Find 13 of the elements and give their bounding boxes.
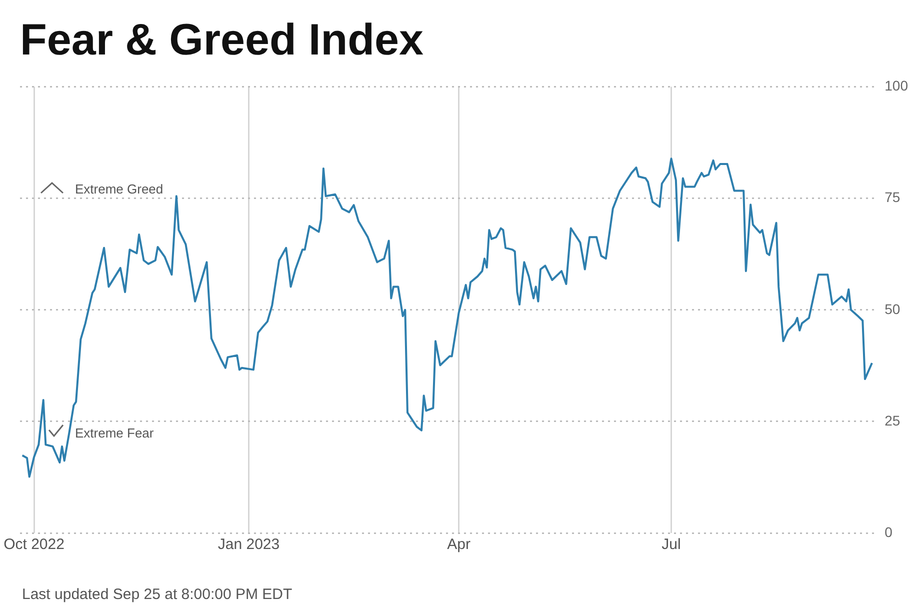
y-tick-label: 25 — [884, 412, 900, 428]
x-tick-label: Jul — [662, 536, 681, 554]
x-tick-label: Apr — [447, 536, 470, 554]
annotation: Extreme Fear — [75, 426, 154, 441]
annotation: Extreme Greed — [75, 182, 164, 197]
y-tick-label: 100 — [884, 78, 908, 94]
y-tick-label: 75 — [884, 189, 900, 206]
x-tick-label: Oct 2022 — [4, 536, 64, 554]
text: Last updated Sep 25 at 8:00:00 PM EDT — [22, 586, 292, 604]
y-tick-label: 0 — [884, 524, 893, 540]
x-tick-label: Jan 2023 — [218, 536, 280, 554]
chart-title: Fear & Greed Index — [20, 16, 424, 65]
y-tick-label: 50 — [884, 300, 900, 317]
